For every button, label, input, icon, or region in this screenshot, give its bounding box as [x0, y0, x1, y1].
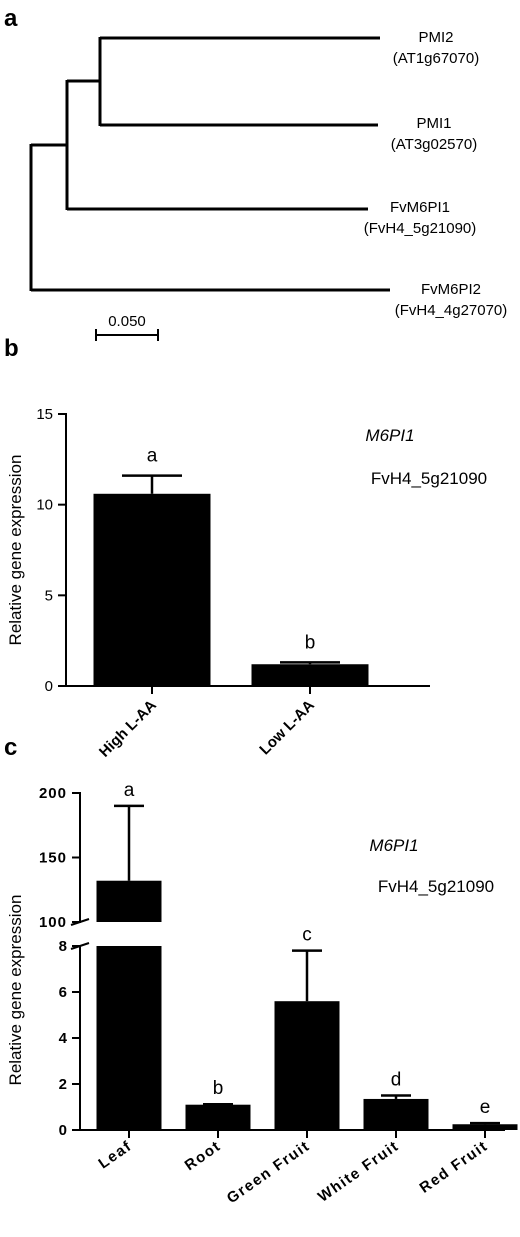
chart-c-ylabel: Relative gene expression — [6, 895, 25, 1086]
scale-bar: 0.050 — [95, 313, 159, 341]
chart-b-significance-letter: a — [147, 446, 158, 467]
chart-c-x-tick-label: Root — [182, 1137, 225, 1174]
chart-c-significance-letter: d — [391, 1070, 402, 1091]
chart-c-gene-id: FvH4_5g21090 — [378, 877, 494, 896]
chart-c-y-tick-label-lower: 4 — [59, 1030, 68, 1047]
chart-b-y-tick-label: 15 — [36, 406, 53, 423]
chart-c-gene-name: M6PI1 — [369, 836, 418, 855]
chart-c-bar — [185, 1104, 251, 1130]
leaf-accession-pmi1: (AT3g02570) — [391, 136, 477, 153]
chart-c-bar — [96, 946, 162, 1130]
chart-b-y-tick-label: 0 — [45, 678, 53, 695]
chart-b-x-tick-label: Low L-AA — [256, 697, 318, 759]
leaf-name-pmi1: PMI1 — [416, 115, 451, 132]
chart-b: 0 5 10 15 a High L-AA b Low L-AA — [36, 406, 430, 761]
chart-c-bar — [363, 1098, 429, 1130]
leaf-name-fvm6pi1: FvM6PI1 — [390, 199, 450, 216]
panel-letter-b: b — [4, 335, 19, 362]
chart-b-ylabel: Relative gene expression — [6, 455, 25, 646]
chart-b-gene-id: FvH4_5g21090 — [371, 469, 487, 488]
tree-labels: PMI2 (AT1g67070) PMI1 (AT3g02570) FvM6PI… — [364, 29, 508, 319]
panel-letter-c: c — [4, 734, 17, 761]
leaf-accession-fvm6pi2: (FvH4_4g27070) — [395, 302, 508, 319]
leaf-name-pmi2: PMI2 — [418, 29, 453, 46]
scale-bar-label: 0.050 — [108, 313, 146, 330]
leaf-accession-fvm6pi1: (FvH4_5g21090) — [364, 220, 477, 237]
chart-c-x-tick-label: White Fruit — [315, 1137, 402, 1205]
chart-b-significance-letter: b — [305, 632, 316, 653]
chart-c-significance-letter: b — [213, 1078, 224, 1099]
leaf-name-fvm6pi2: FvM6PI2 — [421, 281, 481, 298]
chart-c-y-tick-label-lower: 0 — [59, 1122, 67, 1139]
chart-c-y-tick-label-lower: 2 — [59, 1076, 67, 1093]
chart-c: 100 150 200 0 2 4 6 8 a Leaf b Root c Green Fruit d Whi… — [39, 780, 518, 1207]
chart-b-x-tick-label: High L-AA — [96, 697, 160, 761]
chart-c-significance-letter: e — [480, 1097, 491, 1118]
chart-c-y-tick-label-lower: 6 — [59, 984, 67, 1001]
chart-b-y-tick-label: 5 — [45, 587, 53, 604]
chart-c-y-tick-label-upper: 200 — [39, 785, 67, 802]
chart-c-y-tick-label-upper: 150 — [39, 850, 67, 867]
chart-b-gene-name: M6PI1 — [365, 426, 414, 445]
chart-b-bar — [251, 664, 369, 686]
chart-c-x-tick-label: Green Fruit — [224, 1137, 314, 1207]
chart-c-bar — [274, 1001, 340, 1130]
chart-c-y-tick-label-lower: 8 — [59, 938, 67, 955]
chart-c-x-tick-label: Red Fruit — [417, 1137, 492, 1196]
chart-c-bar — [452, 1124, 518, 1130]
chart-c-x-tick-label: Leaf — [95, 1137, 135, 1172]
chart-b-y-tick-label: 10 — [36, 497, 53, 514]
chart-b-bar — [93, 493, 211, 686]
leaf-accession-pmi2: (AT1g67070) — [393, 50, 479, 67]
panel-letter-a: a — [4, 5, 18, 32]
phylogenetic-tree — [29, 36, 390, 292]
chart-c-bar-upper — [96, 880, 162, 922]
chart-c-significance-letter: c — [302, 925, 312, 946]
chart-c-significance-letter: a — [124, 780, 135, 801]
chart-c-y-tick-label-upper: 100 — [39, 914, 67, 931]
